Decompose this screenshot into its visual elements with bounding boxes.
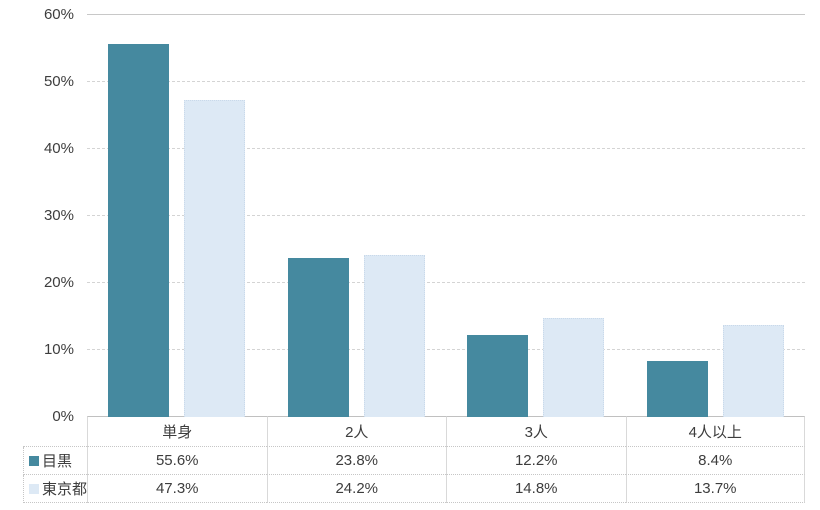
y-axis-tick-label: 30% bbox=[43, 207, 74, 224]
bar-series1-cat2 bbox=[287, 257, 349, 417]
chart-plot-area bbox=[87, 14, 805, 417]
y-axis-tick-label: 40% bbox=[43, 140, 74, 157]
bar-group-3 bbox=[446, 15, 626, 417]
bar-series2-cat1 bbox=[184, 100, 246, 417]
table-value-cell: 47.3% bbox=[87, 475, 267, 503]
category-header: 3人 bbox=[446, 416, 626, 447]
bar-group-4 bbox=[626, 15, 806, 417]
bar-group-2 bbox=[267, 15, 447, 417]
y-axis-tick-label: 0% bbox=[52, 408, 74, 425]
y-axis: 0% 10% 20% 30% 40% 50% 60% bbox=[0, 0, 74, 510]
bar-series2-cat2 bbox=[363, 254, 425, 417]
category-header: 4人以上 bbox=[625, 416, 805, 447]
bar-series1-cat4 bbox=[646, 360, 708, 417]
gridline-50 bbox=[87, 81, 805, 82]
legend-cell: 目黒 bbox=[23, 447, 87, 475]
gridline-60 bbox=[87, 14, 805, 15]
y-axis-tick-label: 10% bbox=[43, 341, 74, 358]
y-axis-tick-label: 20% bbox=[43, 274, 74, 291]
data-table: 単身 2人 3人 4人以上目黒 55.6% 23.8% 12.2% 8.4% 東京都 47.3% 2… bbox=[23, 416, 805, 503]
category-header: 単身 bbox=[87, 416, 267, 447]
gridline-30 bbox=[87, 215, 805, 216]
gridline-40 bbox=[87, 148, 805, 149]
category-header: 2人 bbox=[266, 416, 446, 447]
table-value-cell: 24.2% bbox=[266, 475, 446, 503]
legend-label: 目黒 bbox=[42, 453, 73, 470]
bar-series1-cat1 bbox=[108, 44, 170, 417]
y-axis-tick-label: 60% bbox=[43, 6, 74, 23]
legend-label: 東京都 bbox=[42, 481, 87, 498]
bar-series2-cat4 bbox=[722, 325, 784, 417]
bar-series1-cat3 bbox=[467, 335, 529, 417]
bar-groups bbox=[87, 15, 805, 417]
table-value-cell: 14.8% bbox=[446, 475, 626, 503]
table-value-cell: 8.4% bbox=[625, 447, 805, 475]
legend-cell: 東京都 bbox=[23, 475, 87, 503]
bar-series2-cat3 bbox=[543, 317, 605, 417]
y-axis-tick-label: 50% bbox=[43, 73, 74, 90]
table-value-cell: 23.8% bbox=[266, 447, 446, 475]
table-corner-cell bbox=[23, 416, 87, 447]
legend-marker-icon bbox=[29, 483, 39, 494]
table-value-cell: 13.7% bbox=[625, 475, 805, 503]
table-value-cell: 12.2% bbox=[446, 447, 626, 475]
table-value-cell: 55.6% bbox=[87, 447, 267, 475]
gridline-10 bbox=[87, 349, 805, 350]
gridline-20 bbox=[87, 282, 805, 283]
bar-group-1 bbox=[87, 15, 267, 417]
legend-marker-icon bbox=[29, 455, 39, 466]
